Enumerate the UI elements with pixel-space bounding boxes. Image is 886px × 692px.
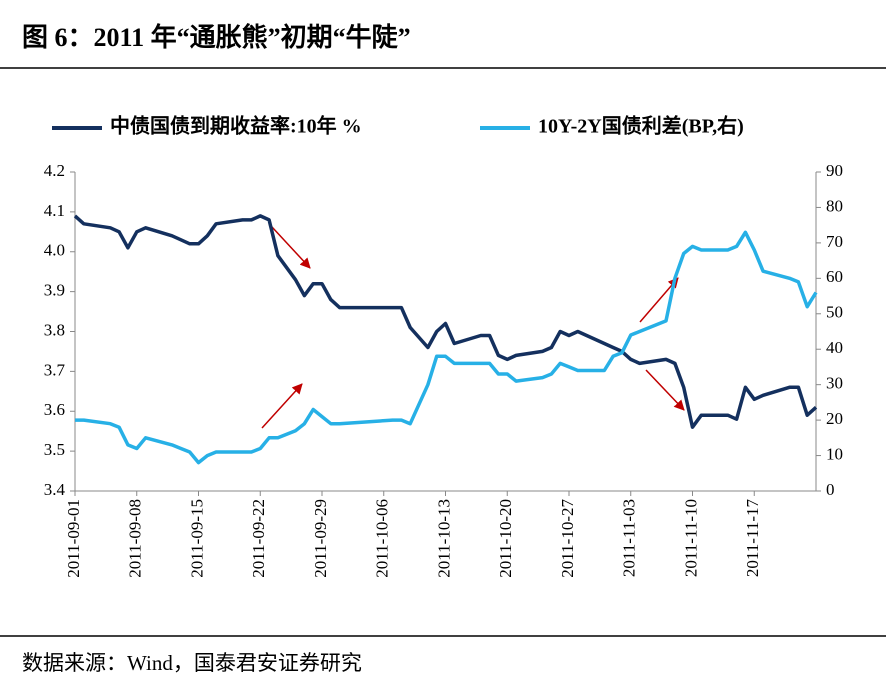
y-tick-label: 4.1	[44, 201, 65, 220]
y-tick-label: 4.0	[44, 241, 65, 260]
x-tick-label: 2011-09-01	[64, 499, 83, 578]
x-tick-label: 2011-11-10	[681, 499, 700, 577]
y2-tick-label: 50	[826, 303, 843, 322]
y2-tick-label: 30	[826, 374, 843, 393]
y2-tick-label: 80	[826, 196, 843, 215]
series-line	[73, 214, 818, 429]
x-tick-label: 2011-10-06	[373, 499, 392, 578]
y-tick-label: 4.2	[44, 161, 65, 180]
series-line	[75, 230, 818, 465]
x-tick-label: 2011-09-29	[311, 499, 330, 578]
y-tick-label: 3.4	[44, 480, 66, 499]
y-tick-label: 3.8	[44, 320, 65, 339]
y-tick-label: 3.7	[44, 360, 66, 379]
x-tick-label: 2011-09-15	[187, 499, 206, 578]
x-tick-label: 2011-10-27	[558, 499, 577, 578]
y2-tick-label: 20	[826, 409, 843, 428]
x-tick-label: 2011-11-03	[620, 499, 639, 577]
y2-tick-label: 90	[826, 161, 843, 180]
chart-title: 图 6：2011 年“通胀熊”初期“牛陡”	[22, 22, 411, 52]
y-tick-label: 3.9	[44, 281, 65, 300]
x-tick-label: 2011-10-20	[496, 499, 515, 578]
legend-label: 中债国债到期收益率:10年 %	[110, 114, 362, 138]
x-tick-label: 2011-11-17	[743, 499, 762, 578]
y2-tick-label: 70	[826, 232, 843, 251]
source-note: 数据来源：Wind，国泰君安证券研究	[22, 651, 362, 675]
x-tick-label: 2011-09-22	[249, 499, 268, 578]
y-tick-label: 3.5	[44, 440, 65, 459]
y2-tick-label: 0	[826, 480, 835, 499]
x-tick-label: 2011-09-08	[126, 499, 145, 578]
y2-tick-label: 60	[826, 267, 843, 286]
legend-label: 10Y-2Y国债利差(BP,右)	[538, 114, 744, 138]
y2-tick-label: 40	[826, 338, 843, 357]
y-tick-label: 3.6	[44, 400, 65, 419]
y2-tick-label: 10	[826, 444, 843, 463]
arrows	[261, 226, 685, 429]
x-tick-label: 2011-10-13	[434, 499, 453, 578]
